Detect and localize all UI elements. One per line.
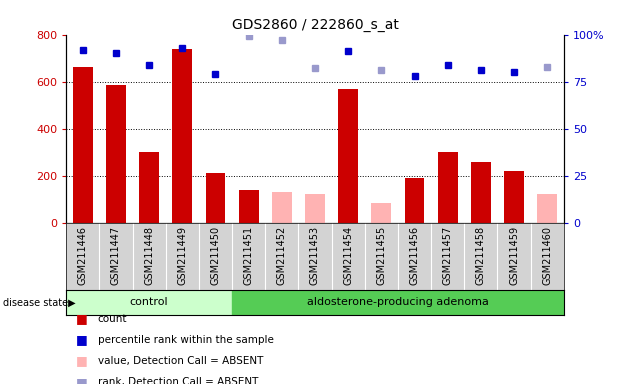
Bar — [139, 152, 159, 223]
Bar — [471, 162, 491, 223]
Bar — [504, 171, 524, 223]
Bar — [338, 89, 358, 223]
Text: control: control — [130, 297, 168, 308]
Text: disease state▶: disease state▶ — [3, 297, 76, 308]
Text: GSM211457: GSM211457 — [443, 226, 453, 285]
Text: ■: ■ — [76, 312, 88, 325]
Text: ■: ■ — [76, 354, 88, 367]
Bar — [205, 173, 226, 223]
Text: GSM211453: GSM211453 — [310, 226, 320, 285]
Text: GSM211460: GSM211460 — [542, 226, 553, 285]
Text: GSM211452: GSM211452 — [277, 226, 287, 285]
Bar — [305, 195, 325, 223]
Bar — [239, 190, 258, 223]
Text: GSM211450: GSM211450 — [210, 226, 220, 285]
Text: GSM211447: GSM211447 — [111, 226, 121, 285]
Text: GSM211451: GSM211451 — [244, 226, 254, 285]
Bar — [438, 152, 457, 223]
Bar — [537, 199, 557, 223]
Text: percentile rank within the sample: percentile rank within the sample — [98, 335, 273, 345]
Text: ■: ■ — [76, 376, 88, 384]
Title: GDS2860 / 222860_s_at: GDS2860 / 222860_s_at — [232, 18, 398, 32]
Text: GSM211459: GSM211459 — [509, 226, 519, 285]
Text: GSM211449: GSM211449 — [177, 226, 187, 285]
Text: rank, Detection Call = ABSENT: rank, Detection Call = ABSENT — [98, 377, 258, 384]
Text: count: count — [98, 314, 127, 324]
Bar — [372, 203, 391, 223]
Bar — [73, 68, 93, 223]
Text: GSM211458: GSM211458 — [476, 226, 486, 285]
Text: GSM211455: GSM211455 — [376, 226, 386, 285]
Bar — [537, 195, 557, 223]
Bar — [66, 290, 232, 315]
Bar — [272, 192, 292, 223]
Text: GSM211448: GSM211448 — [144, 226, 154, 285]
Text: GSM211446: GSM211446 — [77, 226, 88, 285]
Text: ■: ■ — [76, 333, 88, 346]
Bar — [232, 290, 564, 315]
Text: GSM211456: GSM211456 — [410, 226, 420, 285]
Bar — [173, 49, 192, 223]
Text: value, Detection Call = ABSENT: value, Detection Call = ABSENT — [98, 356, 263, 366]
Text: aldosterone-producing adenoma: aldosterone-producing adenoma — [307, 297, 489, 308]
Text: GSM211454: GSM211454 — [343, 226, 353, 285]
Bar — [106, 85, 126, 223]
Bar — [404, 178, 425, 223]
